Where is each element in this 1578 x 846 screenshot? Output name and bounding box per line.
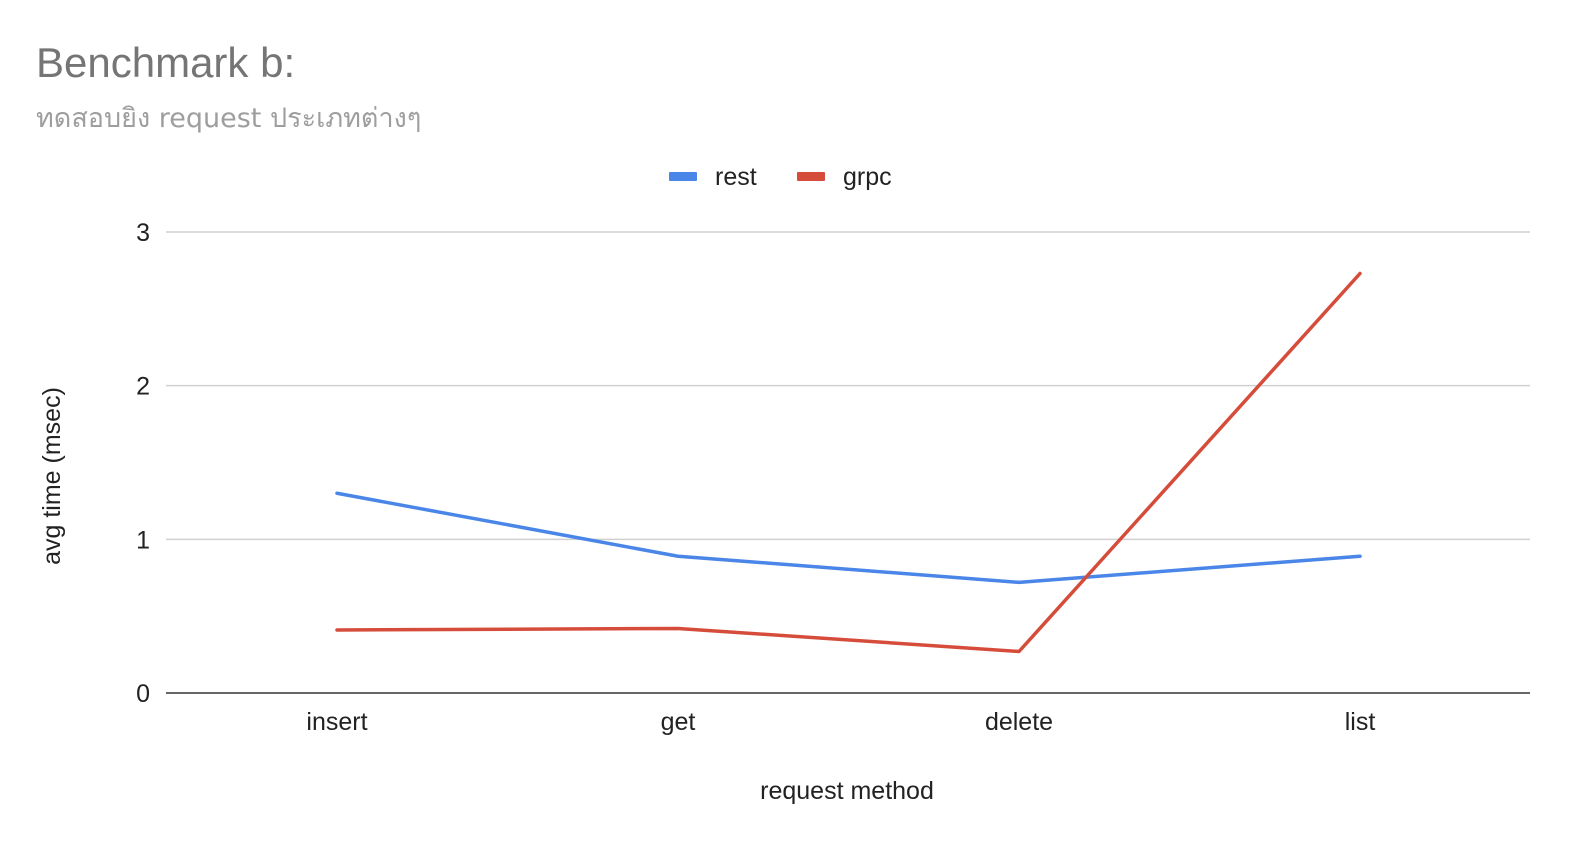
y-tick-label: 1	[136, 526, 150, 554]
chart-title: Benchmark b:	[36, 39, 295, 86]
y-tick-label: 3	[136, 219, 150, 247]
gridlines	[166, 231, 1530, 694]
series-lines	[335, 271, 1362, 654]
x-tick-label: get	[661, 708, 696, 736]
legend-swatch-grpc	[797, 172, 825, 181]
series-line-rest	[335, 491, 1362, 585]
y-tick-label: 2	[136, 373, 150, 401]
series-line-grpc	[335, 271, 1362, 654]
y-axis-label: avg time (msec)	[38, 387, 66, 565]
x-tick-label: list	[1345, 708, 1376, 736]
x-axis-ticks: insert get delete list	[306, 708, 1375, 736]
x-axis-label: request method	[760, 777, 934, 805]
x-tick-label: delete	[985, 708, 1053, 736]
chart-subtitle: ทดสอบยิง request ประเภทต่างๆ	[36, 103, 421, 134]
legend-swatch-rest	[669, 172, 697, 181]
y-axis-ticks: 0 1 2 3	[136, 219, 150, 708]
legend: rest grpc	[669, 163, 892, 191]
y-tick-label: 0	[136, 680, 150, 708]
x-tick-label: insert	[306, 708, 367, 736]
legend-label-rest: rest	[715, 163, 757, 191]
legend-label-grpc: grpc	[843, 163, 892, 191]
